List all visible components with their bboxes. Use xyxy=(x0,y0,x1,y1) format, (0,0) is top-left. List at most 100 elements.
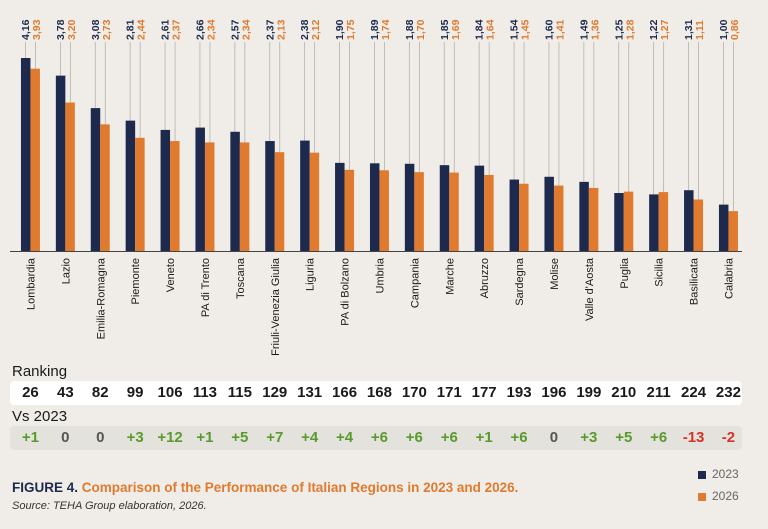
bar-2023 xyxy=(265,141,275,251)
category-label: Friuli-Venezia Giulia xyxy=(270,257,282,356)
category-label: Abruzzo xyxy=(479,258,491,298)
bar-2026 xyxy=(519,183,529,251)
bar-2026 xyxy=(484,174,494,251)
bar-2023 xyxy=(614,193,624,251)
ranking-value: 131 xyxy=(297,384,323,401)
data-label-2026: 2,13 xyxy=(275,19,287,40)
bar-2026 xyxy=(30,68,40,251)
bar-2026 xyxy=(204,142,215,251)
vs2023-value: +1 xyxy=(21,429,39,446)
legend-label-2026: 2026 xyxy=(712,489,739,503)
data-label-2023: 1,54 xyxy=(509,19,521,40)
ranking-value: 177 xyxy=(471,384,497,401)
data-label-2026: 2,37 xyxy=(171,19,183,40)
data-label-2026: 1,36 xyxy=(589,19,601,40)
vs2023-value: +7 xyxy=(266,429,284,446)
data-label-2023: 1,22 xyxy=(648,19,660,40)
vs2023-value: 0 xyxy=(96,429,105,446)
bar-2026 xyxy=(553,185,564,251)
bar-2023 xyxy=(649,194,659,251)
vs2023-row: +1 0 0 +3 +12 +1 +5 +7 +4 +4 +6 +6 +6 +1 +6 0 +3 +5 +6 -13-… xyxy=(10,426,742,450)
data-label-2026: 1,70 xyxy=(415,19,427,40)
figure-number: FIGURE 4. xyxy=(12,480,79,495)
bar-2026 xyxy=(449,172,459,251)
data-label-2023: 1,00 xyxy=(718,19,730,40)
ranking-label: Ranking xyxy=(12,363,68,380)
vs2023-value: +4 xyxy=(335,429,354,446)
ranking-value: 196 xyxy=(541,384,567,401)
bar-2023 xyxy=(20,58,31,251)
data-label-2023: 1,60 xyxy=(543,19,555,40)
data-label-2026: 2,73 xyxy=(101,19,113,40)
data-label-2026: 2,34 xyxy=(205,19,217,40)
data-label-2026: 3,93 xyxy=(31,19,43,40)
ranking-value: 199 xyxy=(576,384,602,401)
bar-2026 xyxy=(623,191,634,251)
category-label: Basilicata xyxy=(689,257,701,305)
vs2023-value: -2 xyxy=(721,429,736,446)
figure-source: Source: TEHA Group elaboration, 2026. xyxy=(12,500,207,512)
data-label-2026: 2,34 xyxy=(240,19,252,40)
bar-2023 xyxy=(439,165,450,251)
bar-2026 xyxy=(728,211,738,251)
vs2023-label: Vs 2023 xyxy=(12,408,68,425)
bar-2026 xyxy=(309,152,320,251)
data-label-2023: 2,61 xyxy=(160,19,172,40)
category-label: Calabria xyxy=(723,257,735,299)
ranking-value: 171 xyxy=(436,384,462,401)
bar-2026 xyxy=(693,199,704,251)
bar-2026 xyxy=(414,172,424,251)
bar-2023 xyxy=(195,127,205,251)
bar-2023 xyxy=(369,163,380,251)
bar-2023 xyxy=(684,190,694,251)
bar-2023 xyxy=(718,204,729,251)
data-label-2023: 3,08 xyxy=(90,19,102,40)
vs2023-value: +6 xyxy=(510,429,528,446)
category-label: Umbria xyxy=(374,257,386,293)
bar-2023 xyxy=(579,181,589,251)
ranking-value: 211 xyxy=(646,384,671,401)
bar-2023 xyxy=(335,162,345,251)
bar-2026 xyxy=(65,102,75,252)
category-label: Valle d'Aosta xyxy=(584,257,596,321)
legend-swatch-2023 xyxy=(698,470,706,479)
data-label-2023: 1,90 xyxy=(334,19,346,40)
bar-2026 xyxy=(344,169,355,251)
bar-2023 xyxy=(404,163,415,251)
vs2023-value: +5 xyxy=(615,429,633,446)
data-label-2023: 1,84 xyxy=(474,19,486,40)
data-label-2023: 1,31 xyxy=(683,19,695,40)
bar-2023 xyxy=(125,120,136,252)
bar-2026 xyxy=(658,192,669,251)
category-label: Toscana xyxy=(235,257,247,299)
bar-2023 xyxy=(90,108,101,251)
vs2023-value: 0 xyxy=(61,429,70,446)
vs2023-value: +6 xyxy=(370,429,388,446)
ranking-value: 113 xyxy=(192,384,218,401)
category-label: Veneto xyxy=(165,258,177,292)
data-label-2023: 1,49 xyxy=(578,19,590,40)
data-label-2023: 1,88 xyxy=(404,19,416,40)
ranking-value: 166 xyxy=(332,384,358,401)
category-label: Lombardia xyxy=(25,257,37,310)
category-label: Molise xyxy=(549,258,561,290)
bar-2026 xyxy=(100,124,110,251)
vs2023-value: +1 xyxy=(196,429,214,446)
data-label-2026: 1,27 xyxy=(659,19,671,40)
ranking-value: 210 xyxy=(611,384,637,401)
bar-2023 xyxy=(160,129,171,251)
ranking-value: 99 xyxy=(126,384,144,401)
ranking-value: 193 xyxy=(506,384,532,401)
data-label-2023: 2,81 xyxy=(125,19,137,40)
figure-title: Comparison of the Performance of Italian… xyxy=(81,480,519,495)
bar-2026 xyxy=(170,141,180,251)
data-label-2026: 2,44 xyxy=(136,19,148,40)
data-label-2026: 0,86 xyxy=(729,19,741,40)
category-label: Sicilia xyxy=(654,257,666,287)
vs2023-value: +6 xyxy=(440,429,458,446)
category-label: Sardegna xyxy=(514,257,526,306)
bar-2026 xyxy=(239,142,250,251)
category-label: Puglia xyxy=(619,257,631,288)
bar-2023 xyxy=(544,176,554,251)
